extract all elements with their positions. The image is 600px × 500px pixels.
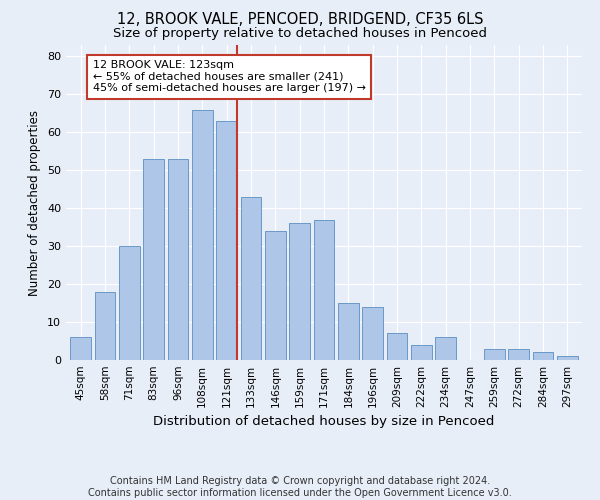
Bar (314, 220, 334, 360)
Text: Contains HM Land Registry data © Crown copyright and database right 2024.
Contai: Contains HM Land Registry data © Crown c… (88, 476, 512, 498)
Bar (436, 337, 456, 360)
Bar (386, 334, 407, 360)
Bar (216, 121, 237, 360)
Bar (265, 231, 286, 360)
Bar (484, 348, 505, 360)
Bar (119, 246, 140, 360)
Y-axis label: Number of detached properties: Number of detached properties (28, 110, 41, 296)
Text: 12, BROOK VALE, PENCOED, BRIDGEND, CF35 6LS: 12, BROOK VALE, PENCOED, BRIDGEND, CF35 … (117, 12, 483, 28)
X-axis label: Distribution of detached houses by size in Pencoed: Distribution of detached houses by size … (154, 416, 494, 428)
Bar (362, 307, 383, 360)
Bar (289, 224, 310, 360)
Bar (143, 159, 164, 360)
Bar (411, 345, 432, 360)
Bar (508, 348, 529, 360)
Text: Size of property relative to detached houses in Pencoed: Size of property relative to detached ho… (113, 28, 487, 40)
Bar (95, 292, 115, 360)
Bar (192, 110, 212, 360)
Bar (557, 356, 578, 360)
Bar (241, 197, 262, 360)
Bar (533, 352, 553, 360)
Text: 12 BROOK VALE: 123sqm
← 55% of detached houses are smaller (241)
45% of semi-det: 12 BROOK VALE: 123sqm ← 55% of detached … (93, 60, 366, 94)
Bar (167, 159, 188, 360)
Bar (70, 337, 91, 360)
Bar (338, 303, 359, 360)
